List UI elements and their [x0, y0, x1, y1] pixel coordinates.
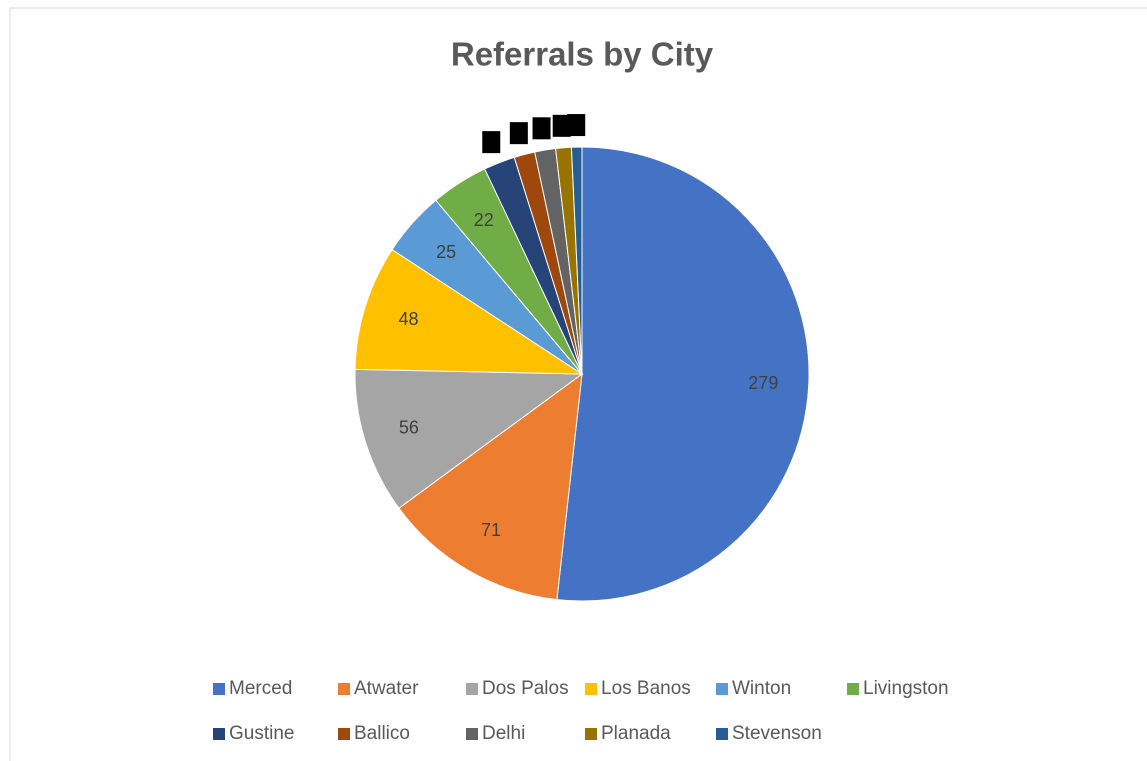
legend-swatch [213, 728, 225, 740]
legend-swatch [585, 728, 597, 740]
legend-swatch [716, 683, 728, 695]
legend-label: Atwater [354, 678, 419, 699]
legend-label: Stevenson [732, 723, 822, 744]
legend-swatch [213, 683, 225, 695]
legend-swatch [466, 683, 478, 695]
legend-swatch [338, 683, 350, 695]
pie-slice [354, 248, 584, 375]
legend-label: Ballico [354, 723, 410, 744]
redacted-label [567, 114, 586, 137]
legend-label: Gustine [229, 723, 294, 744]
data-label: 56 [399, 417, 419, 437]
legend-swatch [716, 728, 728, 740]
redacted-label [509, 122, 528, 145]
legend-label: Los Banos [601, 678, 691, 699]
pie-slice [398, 372, 583, 601]
legend-label: Planada [601, 723, 671, 744]
legend-label: Dos Palos [482, 678, 569, 699]
legend-swatch [847, 683, 859, 695]
legend-label: Livingston [863, 678, 949, 699]
chart-title: Referrals by City [451, 36, 714, 73]
pie-slice [354, 368, 584, 509]
pie-slice [570, 146, 583, 375]
data-label: 25 [436, 242, 456, 262]
legend-label: Merced [229, 678, 292, 699]
legend-label: Delhi [482, 723, 525, 744]
data-label: 71 [481, 520, 501, 540]
data-label: 48 [399, 309, 419, 329]
data-label: 279 [748, 373, 778, 393]
pie-slice [556, 146, 810, 602]
redacted-label [552, 114, 571, 137]
redacted-label [532, 117, 551, 140]
redacted-label [482, 131, 501, 154]
legend-label: Winton [732, 678, 791, 699]
legend-swatch [338, 728, 350, 740]
legend-swatch [466, 728, 478, 740]
data-label: 22 [474, 210, 494, 230]
legend-swatch [585, 683, 597, 695]
